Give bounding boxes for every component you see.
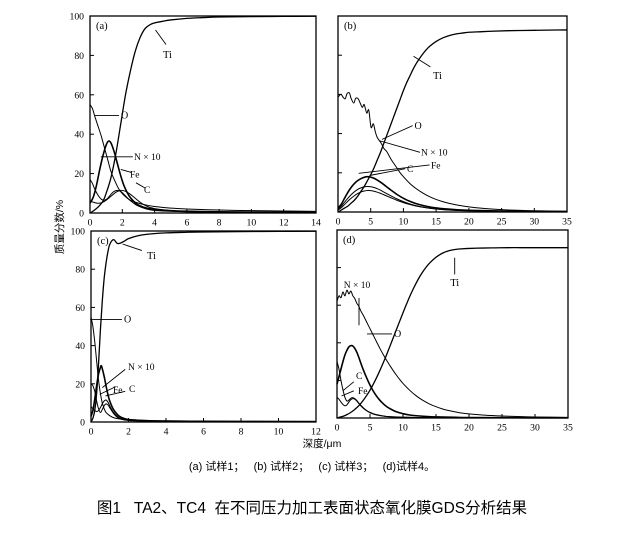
- svg-text:40: 40: [74, 130, 84, 141]
- svg-text:(b): (b): [344, 21, 357, 32]
- svg-text:Ti: Ti: [163, 50, 172, 61]
- svg-text:10: 10: [399, 217, 409, 228]
- svg-text:N × 10: N × 10: [134, 153, 161, 163]
- svg-text:15: 15: [431, 423, 441, 434]
- svg-text:Fe: Fe: [431, 162, 441, 172]
- svg-text:60: 60: [74, 90, 84, 101]
- svg-text:(a): (a): [96, 21, 108, 32]
- svg-text:深度/μm: 深度/μm: [303, 437, 342, 450]
- svg-text:100: 100: [70, 227, 85, 238]
- svg-text:20: 20: [464, 423, 474, 434]
- svg-text:Ti: Ti: [450, 278, 459, 289]
- svg-text:20: 20: [464, 217, 474, 228]
- svg-text:12: 12: [311, 427, 321, 438]
- svg-text:100: 100: [69, 12, 84, 23]
- svg-text:O: O: [415, 121, 422, 132]
- svg-text:C: C: [129, 385, 135, 395]
- svg-text:30: 30: [530, 423, 540, 434]
- svg-text:6: 6: [184, 218, 189, 229]
- svg-text:C: C: [356, 372, 362, 382]
- svg-text:12: 12: [279, 218, 289, 229]
- svg-text:5: 5: [368, 423, 373, 434]
- svg-text:30: 30: [529, 217, 539, 228]
- svg-text:O: O: [124, 315, 131, 326]
- svg-text:35: 35: [562, 217, 572, 228]
- svg-text:0: 0: [89, 427, 94, 438]
- svg-text:80: 80: [75, 265, 85, 276]
- svg-text:2: 2: [120, 218, 125, 229]
- svg-text:Ti: Ti: [433, 71, 442, 82]
- svg-text:14: 14: [311, 218, 321, 229]
- svg-text:15: 15: [431, 217, 441, 228]
- svg-text:0: 0: [88, 218, 93, 229]
- svg-text:8: 8: [239, 427, 244, 438]
- svg-text:O: O: [121, 111, 128, 122]
- svg-text:6: 6: [201, 427, 206, 438]
- svg-text:0: 0: [79, 209, 84, 220]
- svg-text:N × 10: N × 10: [421, 149, 448, 159]
- svg-text:C: C: [144, 186, 150, 196]
- svg-text:4: 4: [152, 218, 157, 229]
- svg-text:N × 10: N × 10: [344, 281, 371, 291]
- svg-text:5: 5: [368, 217, 373, 228]
- svg-text:(d): (d): [343, 235, 356, 246]
- svg-text:20: 20: [75, 379, 85, 390]
- svg-text:40: 40: [75, 341, 85, 352]
- svg-text:10: 10: [274, 427, 284, 438]
- svg-text:25: 25: [497, 423, 507, 434]
- svg-text:35: 35: [563, 423, 573, 434]
- svg-text:2: 2: [126, 427, 131, 438]
- svg-text:10: 10: [247, 218, 257, 229]
- svg-text:0: 0: [335, 423, 340, 434]
- svg-text:Ti: Ti: [147, 251, 156, 262]
- svg-text:60: 60: [75, 303, 85, 314]
- svg-text:4: 4: [164, 427, 169, 438]
- svg-text:Fe: Fe: [130, 171, 140, 181]
- svg-text:Fe: Fe: [358, 387, 368, 397]
- svg-text:10: 10: [398, 423, 408, 434]
- svg-text:O: O: [394, 329, 401, 340]
- svg-text:8: 8: [217, 218, 222, 229]
- svg-text:Fe: Fe: [113, 386, 123, 396]
- svg-text:质量分数/%: 质量分数/%: [53, 200, 66, 254]
- svg-text:80: 80: [74, 51, 84, 62]
- svg-text:0: 0: [336, 217, 341, 228]
- svg-text:N × 10: N × 10: [128, 363, 155, 373]
- svg-text:20: 20: [74, 169, 84, 180]
- svg-text:25: 25: [497, 217, 507, 228]
- svg-text:0: 0: [80, 418, 85, 429]
- svg-text:(c): (c): [97, 236, 109, 247]
